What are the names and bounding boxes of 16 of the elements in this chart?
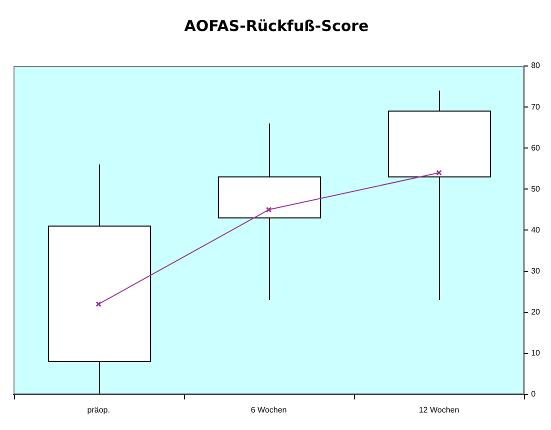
y-tick-label: 50 [531,184,541,194]
y-tick-label: 20 [531,308,541,317]
chart-title: AOFAS-Rückfuß-Score [184,16,369,35]
x-tick-label: 6 Wochen [250,405,287,414]
x-tick-label: präop. [87,405,110,414]
point [266,206,272,213]
x-tick-label: 12 Wochen [418,405,460,414]
y-tick-label: 0 [531,390,536,399]
y-tick-label: 70 [531,102,541,112]
candlestick [218,122,322,300]
candlestick [388,90,492,300]
y-tick-label: 30 [531,266,541,276]
y-tick-label: 60 [531,143,541,152]
y-tick-label: 10 [531,348,541,358]
y-tick-label: 80 [531,61,541,70]
y-tick-label: 40 [531,225,541,234]
